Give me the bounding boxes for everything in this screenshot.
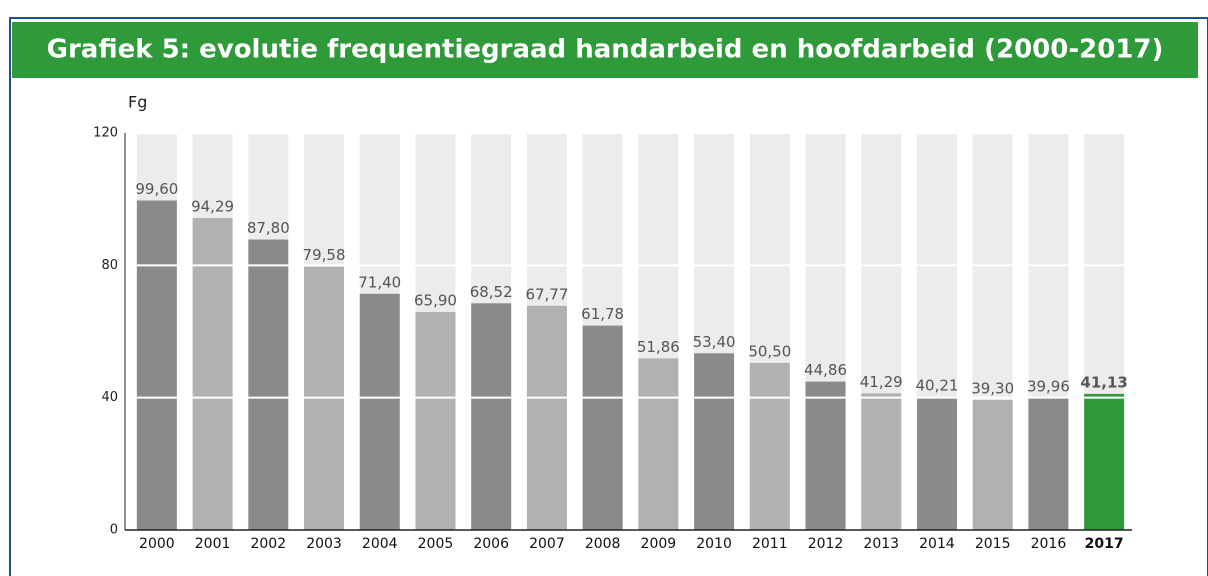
x-tick-label: 2016 [1031, 536, 1067, 552]
value-label: 39,96 [1027, 377, 1070, 395]
value-label: 65,90 [414, 291, 457, 309]
value-label: 41,13 [1080, 373, 1127, 391]
x-tick-label: 2012 [808, 536, 844, 552]
bar [1084, 393, 1125, 530]
y-tick-label: 0 [110, 523, 118, 538]
value-label: 44,86 [804, 361, 847, 379]
value-label: 53,40 [693, 333, 736, 351]
bar [415, 311, 456, 530]
x-tick-label: 2008 [585, 536, 621, 552]
x-tick-label: 2011 [752, 536, 788, 552]
bar [359, 293, 400, 530]
x-tick-label: 2017 [1085, 536, 1124, 552]
bar [192, 218, 233, 530]
bar [916, 396, 957, 530]
value-label: 67,77 [525, 285, 568, 303]
x-tick-label: 2001 [195, 536, 231, 552]
x-tick-label: 2000 [139, 536, 175, 552]
y-tick-label: 120 [93, 126, 118, 141]
bar [136, 200, 177, 531]
x-tick-label: 2010 [696, 536, 732, 552]
bar [638, 358, 679, 530]
value-label: 40,21 [915, 376, 958, 394]
value-label: 41,29 [860, 373, 903, 391]
x-tick-label: 2004 [362, 536, 398, 552]
value-label: 79,58 [303, 246, 346, 264]
y-tick-label: 80 [101, 258, 118, 273]
value-label: 50,50 [748, 342, 791, 360]
value-label: 87,80 [247, 219, 290, 237]
x-tick-label: 2006 [473, 536, 509, 552]
frame [9, 17, 1208, 576]
x-tick-label: 2015 [975, 536, 1011, 552]
value-label: 71,40 [358, 273, 401, 291]
value-label: 61,78 [581, 305, 624, 323]
bar [1028, 397, 1069, 530]
x-tick-label: 2003 [306, 536, 342, 552]
bar [805, 381, 846, 530]
y-tick-label: 40 [101, 390, 118, 405]
x-tick-label: 2009 [641, 536, 677, 552]
value-label: 39,30 [971, 379, 1014, 397]
x-tick-label: 2002 [250, 536, 286, 552]
bar [526, 305, 567, 530]
y-axis-label: Fg [128, 93, 147, 112]
value-label: 68,52 [470, 283, 513, 301]
value-label: 99,60 [135, 180, 178, 198]
bar [582, 325, 623, 530]
bar [248, 239, 289, 531]
bar [861, 393, 902, 530]
value-label: 94,29 [191, 198, 234, 216]
chart-title: Grafiek 5: evolutie frequentiegraad hand… [47, 35, 1164, 65]
x-tick-label: 2013 [863, 536, 899, 552]
x-tick-label: 2007 [529, 536, 565, 552]
x-tick-label: 2005 [418, 536, 454, 552]
x-tick-label: 2014 [919, 536, 955, 552]
bar [471, 303, 512, 530]
bar [749, 362, 790, 530]
bar [694, 353, 735, 530]
value-label: 51,86 [637, 338, 680, 356]
header-band [12, 22, 1198, 78]
bar [972, 399, 1013, 530]
